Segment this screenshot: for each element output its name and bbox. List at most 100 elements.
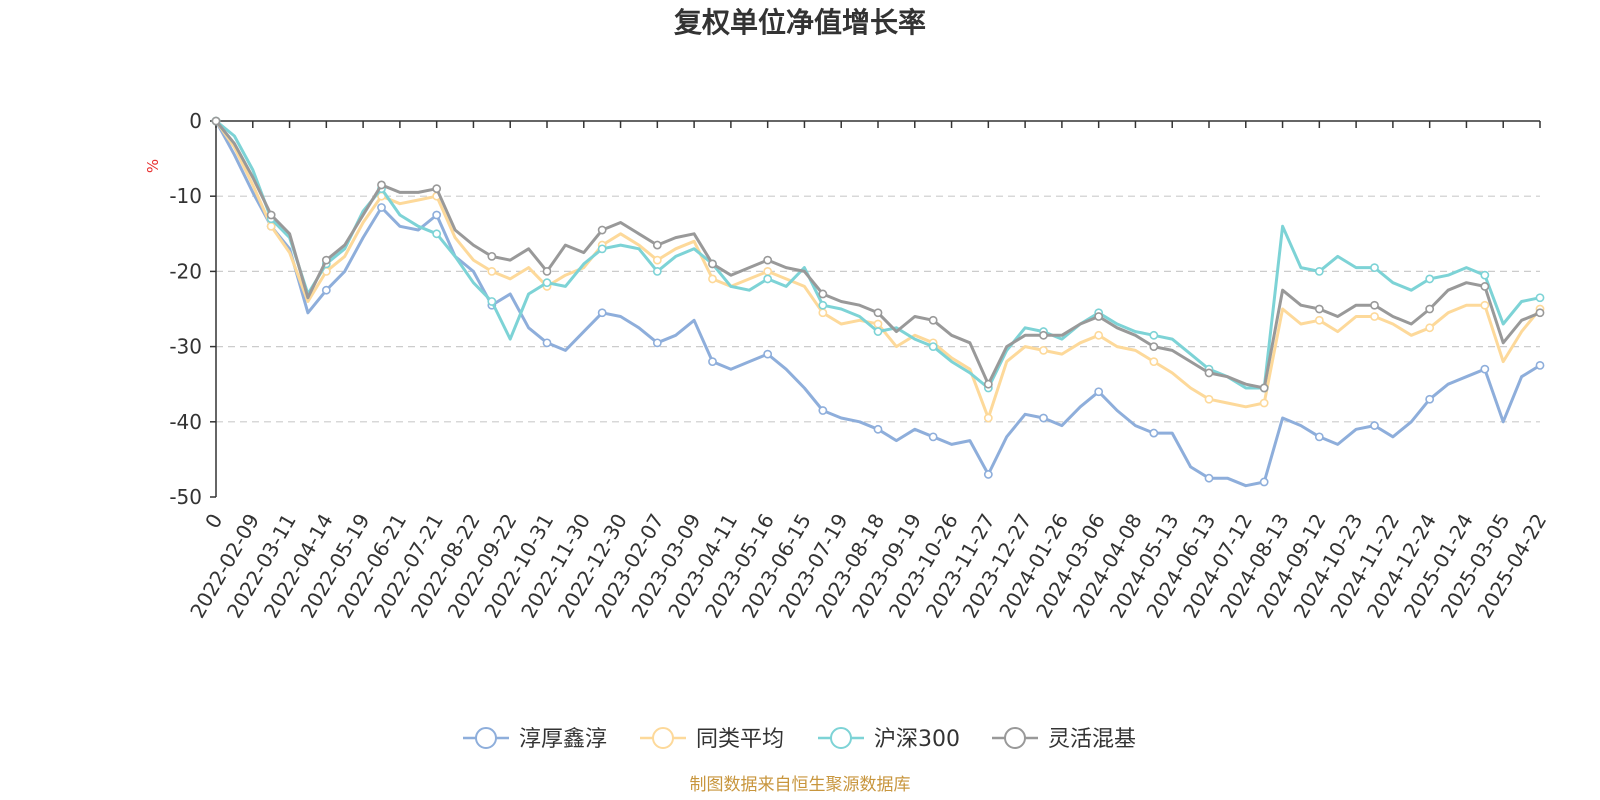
x-tick-labels: 02022-02-092022-03-112022-04-142022-05-1… bbox=[185, 509, 1551, 622]
data-point bbox=[818, 289, 828, 299]
data-point bbox=[1535, 293, 1545, 303]
legend-label: 灵活混基 bbox=[1048, 727, 1136, 752]
data-point bbox=[652, 266, 662, 276]
chart-title: 复权单位净值增长率 bbox=[674, 6, 926, 39]
data-point bbox=[1425, 274, 1435, 284]
data-point bbox=[542, 338, 552, 348]
data-point bbox=[1149, 428, 1159, 438]
legend-item[interactable]: 灵活混基 bbox=[992, 727, 1136, 752]
data-point bbox=[1259, 398, 1269, 408]
data-point bbox=[1535, 360, 1545, 370]
data-point bbox=[873, 424, 883, 434]
legend-item[interactable]: 同类平均 bbox=[640, 727, 784, 752]
data-point bbox=[1204, 368, 1214, 378]
y-tick-labels: 0 -10 -20 -30 -40 -50 bbox=[169, 109, 202, 509]
data-point bbox=[708, 259, 717, 269]
data-point bbox=[928, 315, 938, 325]
data-point bbox=[763, 274, 773, 284]
data-point bbox=[818, 300, 828, 310]
data-point bbox=[873, 308, 883, 318]
data-point bbox=[873, 327, 883, 336]
y-tick-label: -50 bbox=[169, 485, 202, 509]
data-point bbox=[1314, 266, 1324, 276]
data-point bbox=[432, 184, 442, 194]
data-point bbox=[1259, 383, 1269, 393]
data-point bbox=[818, 406, 828, 415]
data-point bbox=[983, 379, 993, 389]
series-lines bbox=[211, 116, 1545, 488]
data-point bbox=[1149, 357, 1159, 367]
data-point bbox=[1149, 330, 1159, 340]
data-point bbox=[1039, 330, 1048, 340]
legend-item[interactable]: 沪深300 bbox=[818, 727, 960, 752]
data-point bbox=[763, 349, 773, 359]
data-point bbox=[1094, 387, 1104, 397]
data-point bbox=[1259, 477, 1269, 487]
data-point bbox=[542, 278, 552, 288]
data-point bbox=[1370, 421, 1379, 430]
data-point bbox=[597, 244, 607, 254]
data-point bbox=[983, 470, 993, 479]
series-fund bbox=[211, 116, 1545, 488]
data-point bbox=[708, 274, 717, 284]
legend-marker-icon bbox=[1004, 727, 1026, 749]
data-point bbox=[487, 297, 497, 306]
data-point bbox=[597, 308, 607, 318]
y-tick-label: -40 bbox=[169, 410, 202, 434]
legend-label: 沪深300 bbox=[874, 727, 960, 752]
data-point bbox=[1314, 432, 1324, 442]
legend-marker-icon bbox=[652, 727, 674, 749]
data-point bbox=[652, 240, 662, 250]
data-point bbox=[266, 221, 276, 231]
data-point bbox=[1370, 300, 1379, 310]
data-point bbox=[652, 255, 662, 265]
data-point bbox=[432, 210, 442, 220]
data-point bbox=[1480, 300, 1490, 310]
legend-marker-icon bbox=[830, 727, 852, 749]
data-point bbox=[1039, 413, 1048, 423]
y-tick-label: -30 bbox=[169, 335, 202, 359]
series-line bbox=[214, 120, 1542, 420]
series-index bbox=[211, 116, 1545, 393]
legend: 淳厚鑫淳 同类平均 沪深300 灵活混基 bbox=[463, 727, 1136, 752]
data-point bbox=[321, 255, 331, 265]
legend-label: 淳厚鑫淳 bbox=[519, 727, 607, 752]
series-line bbox=[214, 120, 1541, 390]
series-peer bbox=[211, 116, 1545, 423]
data-point bbox=[1425, 394, 1435, 404]
data-point bbox=[873, 319, 883, 329]
data-point bbox=[652, 338, 662, 348]
series-mixed bbox=[211, 116, 1545, 393]
data-point bbox=[1204, 394, 1214, 404]
y-tick-label: -20 bbox=[169, 259, 202, 283]
data-point bbox=[1480, 282, 1490, 291]
data-point bbox=[708, 357, 717, 367]
data-point bbox=[1535, 308, 1545, 318]
data-point bbox=[487, 251, 497, 261]
data-point bbox=[1314, 304, 1324, 314]
legend-label: 同类平均 bbox=[696, 727, 784, 752]
data-point bbox=[928, 342, 938, 351]
data-point bbox=[487, 266, 497, 276]
data-point bbox=[211, 116, 221, 126]
data-point bbox=[1370, 263, 1379, 273]
legend-item[interactable]: 淳厚鑫淳 bbox=[463, 727, 607, 752]
data-point bbox=[1039, 345, 1048, 355]
x-tick-label: 0 bbox=[200, 510, 227, 533]
data-point bbox=[1425, 323, 1435, 333]
y-tick-label: -10 bbox=[169, 184, 202, 208]
data-point bbox=[377, 180, 386, 190]
data-point bbox=[1149, 342, 1159, 351]
data-point bbox=[266, 210, 276, 220]
data-point bbox=[597, 225, 607, 235]
data-point bbox=[983, 413, 993, 423]
legend-marker-icon bbox=[475, 727, 497, 749]
data-point bbox=[1480, 270, 1490, 280]
data-point bbox=[1370, 312, 1379, 321]
data-point bbox=[321, 285, 331, 295]
data-point bbox=[1204, 473, 1214, 483]
data-point bbox=[1314, 315, 1324, 325]
y-tick-label: 0 bbox=[189, 109, 202, 133]
data-point bbox=[377, 203, 386, 212]
